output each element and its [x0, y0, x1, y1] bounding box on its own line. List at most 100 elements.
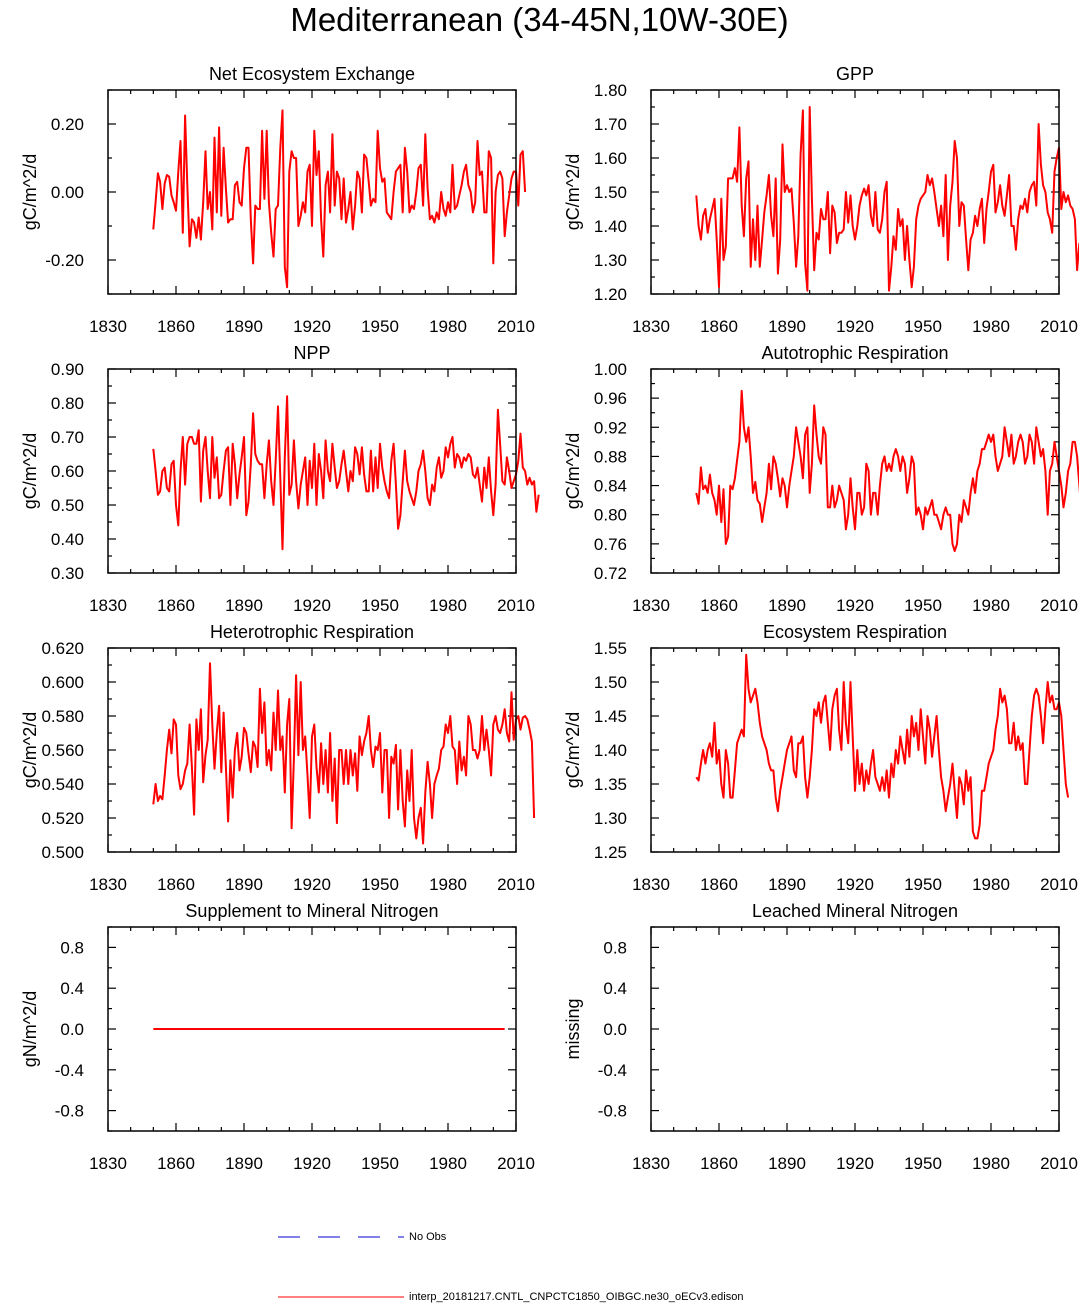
y-tick-label: 0.88 [594, 447, 627, 466]
series-line [152, 395, 540, 551]
x-tick-label: 2010 [497, 596, 535, 615]
x-tick-label: 2010 [1040, 596, 1078, 615]
y-tick-label: 0.8 [603, 938, 627, 957]
y-tick-label: 0.90 [51, 360, 84, 379]
x-tick-label: 2010 [497, 875, 535, 894]
y-tick-label: 1.40 [594, 741, 627, 760]
chart-title: Supplement to Mineral Nitrogen [185, 901, 438, 921]
plot-frame [650, 89, 1060, 295]
page-title: Mediterranean (34-45N,10W-30E) [290, 1, 789, 38]
x-tick-label: 1980 [972, 875, 1010, 894]
y-axis-label: gC/m^2/d [20, 154, 40, 230]
x-tick-label: 1890 [225, 875, 263, 894]
x-tick-label: 2010 [497, 1154, 535, 1173]
x-tick-label: 1860 [700, 875, 738, 894]
y-tick-label: 1.55 [594, 639, 627, 658]
x-tick-label: 1830 [89, 317, 127, 336]
x-tick-label: 1890 [225, 1154, 263, 1173]
series-line [152, 109, 527, 289]
x-tick-label: 1830 [632, 596, 670, 615]
plot-frame [107, 647, 517, 853]
x-tick-label: 1950 [904, 875, 942, 894]
x-tick-label: 1980 [429, 596, 467, 615]
x-tick-label: 1920 [836, 596, 874, 615]
y-tick-label: 1.50 [594, 183, 627, 202]
x-tick-label: 1890 [225, 317, 263, 336]
x-tick-label: 1950 [361, 875, 399, 894]
y-tick-label: 0.8 [60, 938, 84, 957]
x-tick-label: 1950 [361, 317, 399, 336]
y-tick-label: -0.4 [598, 1061, 627, 1080]
x-tick-label: 2010 [497, 317, 535, 336]
y-tick-label: 0.84 [594, 477, 627, 496]
legend [278, 1236, 404, 1298]
y-tick-label: 0.70 [51, 428, 84, 447]
y-tick-label: 0.80 [51, 394, 84, 413]
y-tick-label: 1.30 [594, 251, 627, 270]
x-tick-label: 1980 [429, 875, 467, 894]
x-tick-label: 1950 [361, 596, 399, 615]
y-axis-label: gC/m^2/d [563, 433, 583, 509]
y-axis-label: gC/m^2/d [563, 712, 583, 788]
y-axis-label: gC/m^2/d [20, 433, 40, 509]
plot-frame [650, 647, 1060, 853]
x-tick-label: 1950 [361, 1154, 399, 1173]
chart-panel: GPP gC/m^2/d 1830 1860 1890 1920 1950 1980 2010 1… [563, 64, 1079, 336]
chart-title: Autotrophic Respiration [761, 343, 948, 363]
x-tick-label: 1860 [157, 875, 195, 894]
y-tick-label: 0.96 [594, 389, 627, 408]
x-tick-label: 1890 [768, 875, 806, 894]
chart-panel: Ecosystem Respiration gC/m^2/d 1830 1860 189… [563, 622, 1078, 894]
x-tick-label: 1830 [89, 1154, 127, 1173]
chart-title: Leached Mineral Nitrogen [752, 901, 958, 921]
x-tick-label: 1890 [768, 1154, 806, 1173]
x-tick-label: 1890 [225, 596, 263, 615]
x-tick-label: 1980 [429, 1154, 467, 1173]
x-tick-label: 1920 [836, 317, 874, 336]
chart-panel: Net Ecosystem Exchange gC/m^2/d 1830 1860 18… [20, 64, 535, 336]
chart-title: Heterotrophic Respiration [210, 622, 414, 642]
x-tick-label: 1950 [904, 1154, 942, 1173]
y-tick-label: 0.00 [51, 183, 84, 202]
y-tick-label: 0.520 [41, 809, 84, 828]
y-tick-label: 0.72 [594, 564, 627, 583]
y-tick-label: 0.0 [603, 1020, 627, 1039]
x-tick-label: 1860 [157, 317, 195, 336]
y-tick-label: 1.45 [594, 707, 627, 726]
plot-frame [107, 926, 517, 1132]
y-tick-label: 0.600 [41, 673, 84, 692]
y-axis-label: missing [563, 998, 583, 1059]
x-tick-label: 1830 [89, 875, 127, 894]
x-tick-label: 1980 [972, 596, 1010, 615]
x-tick-label: 1830 [632, 1154, 670, 1173]
x-tick-label: 1920 [293, 875, 331, 894]
chart-title: Ecosystem Respiration [763, 622, 947, 642]
y-tick-label: 0.50 [51, 496, 84, 515]
y-axis-label: gC/m^2/d [20, 712, 40, 788]
x-tick-label: 1860 [700, 317, 738, 336]
chart-title: NPP [293, 343, 330, 363]
y-tick-label: 0.500 [41, 843, 84, 862]
x-tick-label: 1950 [904, 596, 942, 615]
y-tick-label: -0.8 [55, 1102, 84, 1121]
plot-frame [650, 368, 1060, 574]
y-tick-label: 1.50 [594, 673, 627, 692]
x-tick-label: 1920 [836, 1154, 874, 1173]
y-tick-label: -0.4 [55, 1061, 84, 1080]
y-tick-label: 0.20 [51, 115, 84, 134]
x-tick-label: 1830 [632, 875, 670, 894]
y-tick-label: 0.4 [603, 979, 627, 998]
y-tick-label: 1.40 [594, 217, 627, 236]
x-tick-label: 2010 [1040, 875, 1078, 894]
y-tick-label: 1.60 [594, 149, 627, 168]
y-tick-label: -0.8 [598, 1102, 627, 1121]
series-line [152, 662, 536, 845]
y-axis-label: gN/m^2/d [20, 991, 40, 1067]
y-tick-label: 0.40 [51, 530, 84, 549]
y-tick-label: 1.00 [594, 360, 627, 379]
x-tick-label: 1920 [293, 1154, 331, 1173]
x-tick-label: 1890 [768, 596, 806, 615]
y-tick-label: 0.620 [41, 639, 84, 658]
y-tick-label: 1.20 [594, 285, 627, 304]
